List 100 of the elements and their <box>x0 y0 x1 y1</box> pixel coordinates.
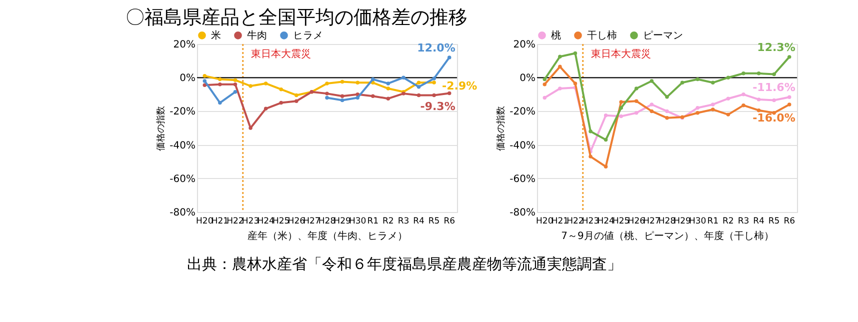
point <box>604 164 608 169</box>
point <box>294 93 298 98</box>
data-label: 12.3% <box>757 40 796 54</box>
point <box>386 86 390 90</box>
point <box>742 92 746 96</box>
y-tick-label: 20% <box>173 40 196 50</box>
point <box>416 93 421 98</box>
chart-title: 〇福島県産品と全国平均の価格差の推移 <box>126 6 468 28</box>
y-tick-label: -60% <box>170 174 196 185</box>
y-tick-label: -80% <box>510 208 536 218</box>
point <box>772 72 776 76</box>
x-tick-label: H28 <box>658 216 676 226</box>
point <box>558 64 562 69</box>
x-tick-label: R2 <box>382 216 394 226</box>
point <box>650 109 654 114</box>
y-axis-title: 価格の指数 <box>496 106 507 151</box>
point <box>416 84 421 89</box>
data-label: -11.6% <box>752 81 796 94</box>
point <box>726 96 730 100</box>
point <box>558 54 562 58</box>
point <box>711 102 715 106</box>
point <box>742 103 746 108</box>
point <box>787 95 792 99</box>
source-note: 出典：農林水産省「令和６年度福島県産農産物等流通実態調査」 <box>187 255 622 273</box>
point <box>650 79 654 83</box>
point <box>665 95 669 99</box>
x-tick-label: H23 <box>242 216 260 226</box>
legend-label: 牛肉 <box>247 29 267 42</box>
x-tick-label: R5 <box>428 216 440 226</box>
point <box>233 82 238 86</box>
point <box>650 102 654 106</box>
x-tick-label: H21 <box>211 216 229 226</box>
x-tick-label: H27 <box>303 216 320 226</box>
point <box>386 82 390 86</box>
ref-line-label: 東日本大震災 <box>590 48 651 60</box>
legend-label: 干し柿 <box>587 29 617 42</box>
x-tick-label: R2 <box>722 216 734 226</box>
x-tick-label: H20 <box>196 216 214 226</box>
ref-line-label: 東日本大震災 <box>250 48 311 60</box>
point <box>416 80 421 85</box>
x-tick-label: R4 <box>753 216 764 226</box>
data-label: -2.9% <box>442 79 478 92</box>
point <box>542 82 547 86</box>
x-tick-label: H24 <box>597 216 614 226</box>
y-tick-label: 20% <box>513 40 536 50</box>
point <box>604 138 608 142</box>
point <box>573 82 578 86</box>
point <box>696 106 700 110</box>
point <box>756 72 761 76</box>
x-tick-label: R3 <box>738 216 750 226</box>
point <box>294 99 298 103</box>
x-tick-label: H24 <box>257 216 274 226</box>
point <box>402 76 406 80</box>
point <box>202 83 207 88</box>
x-tick-label: H22 <box>566 216 584 226</box>
x-tick-label: H30 <box>348 216 366 226</box>
x-tick-label: R6 <box>784 216 796 226</box>
point <box>279 100 283 105</box>
x-tick-label: R3 <box>398 216 410 226</box>
point <box>248 84 252 88</box>
legend-label: ピーマン <box>643 30 683 42</box>
y-tick-label: 0% <box>520 73 536 84</box>
x-tick-label: H22 <box>226 216 244 226</box>
point <box>218 82 222 86</box>
point <box>696 77 700 82</box>
x-tick-label: H29 <box>334 216 351 226</box>
y-tick-label: -40% <box>510 140 536 152</box>
point <box>325 92 329 96</box>
point <box>264 106 268 111</box>
point <box>756 108 761 112</box>
point <box>619 100 623 104</box>
point <box>711 80 715 85</box>
point <box>588 129 592 134</box>
point <box>542 77 547 82</box>
point <box>202 74 207 78</box>
y-tick-label: 0% <box>180 73 196 84</box>
point <box>634 99 638 103</box>
point <box>340 94 344 98</box>
point <box>696 111 700 115</box>
x-tick-label: H25 <box>612 216 630 226</box>
x-tick-label: H29 <box>674 216 691 226</box>
point <box>711 108 715 112</box>
point <box>573 51 578 56</box>
point <box>558 86 562 90</box>
point <box>248 126 252 130</box>
y-axis-title: 価格の指数 <box>156 106 167 151</box>
x-tick-label: R5 <box>768 216 780 226</box>
point <box>680 80 684 85</box>
point <box>233 78 238 82</box>
y-tick-label: -80% <box>170 208 196 218</box>
point <box>619 114 623 118</box>
x-tick-label: H30 <box>688 216 706 226</box>
point <box>371 94 375 98</box>
point <box>604 114 608 118</box>
x-tick-label: H20 <box>536 216 554 226</box>
x-tick-label: R6 <box>444 216 456 226</box>
data-label: -16.0% <box>752 111 796 124</box>
point <box>447 56 452 60</box>
point <box>264 82 268 86</box>
point <box>279 87 283 92</box>
